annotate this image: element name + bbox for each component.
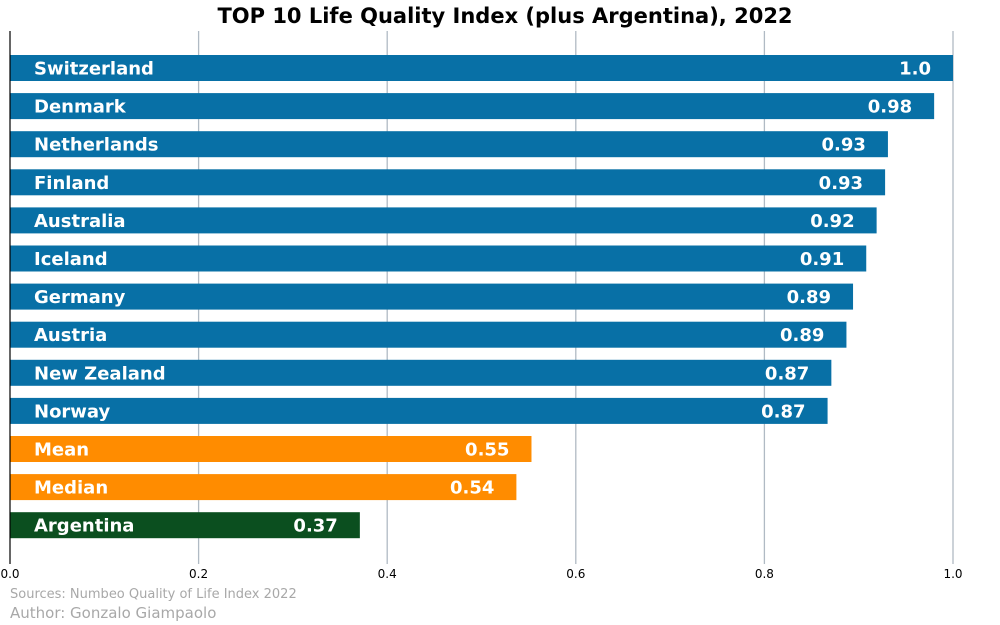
bar	[10, 474, 517, 501]
bar	[10, 512, 360, 539]
x-tick-label: 0.6	[566, 567, 585, 581]
category-label: Median	[34, 478, 108, 499]
category-label: Australia	[34, 211, 126, 232]
category-label: Austria	[34, 325, 107, 346]
x-axis-ticks: 0.0 0.2 0.4 0.6 0.8 1.0	[0, 567, 962, 581]
value-label: 0.87	[765, 363, 809, 384]
value-label: 0.37	[293, 516, 337, 537]
bar	[10, 359, 832, 386]
category-label: Switzerland	[34, 59, 154, 80]
bar	[10, 283, 854, 310]
bars: Switzerland 1.0 Denmark 0.98 Netherlands 0.93…	[10, 55, 953, 539]
bar	[10, 131, 888, 158]
value-label: 0.89	[787, 287, 831, 308]
bar	[10, 245, 867, 272]
source-note: Sources: Numbeo Quality of Life Index 20…	[10, 587, 297, 602]
bar	[10, 169, 886, 196]
category-label: Finland	[34, 173, 109, 194]
category-label: Denmark	[34, 97, 127, 118]
bar	[10, 93, 935, 120]
bar	[10, 436, 532, 462]
value-label: 0.98	[868, 97, 912, 118]
value-label: 0.93	[819, 173, 863, 194]
bar	[10, 321, 847, 348]
chart-title: TOP 10 Life Quality Index (plus Argentin…	[217, 4, 792, 28]
bar	[10, 207, 877, 234]
value-label: 0.93	[822, 135, 866, 156]
category-label: New Zealand	[34, 363, 166, 384]
category-label: Netherlands	[34, 135, 159, 156]
x-tick-label: 0.4	[378, 567, 397, 581]
value-label: 1.0	[899, 59, 931, 80]
x-tick-label: 1.0	[943, 567, 962, 581]
category-label: Germany	[34, 287, 126, 308]
category-label: Mean	[34, 440, 89, 461]
bar	[10, 397, 828, 424]
value-label: 0.91	[800, 249, 844, 270]
x-tick-label: 0.0	[0, 567, 19, 581]
value-label: 0.89	[780, 325, 824, 346]
x-tick-label: 0.2	[189, 567, 208, 581]
category-label: Argentina	[34, 516, 134, 537]
category-label: Norway	[34, 401, 111, 422]
category-label: Iceland	[34, 249, 108, 270]
value-label: 0.92	[810, 211, 854, 232]
value-label: 0.55	[465, 440, 509, 461]
value-label: 0.87	[761, 401, 805, 422]
bar	[10, 55, 953, 81]
value-label: 0.54	[450, 478, 494, 499]
author-note: Author: Gonzalo Giampaolo	[10, 604, 217, 622]
x-tick-label: 0.8	[755, 567, 774, 581]
